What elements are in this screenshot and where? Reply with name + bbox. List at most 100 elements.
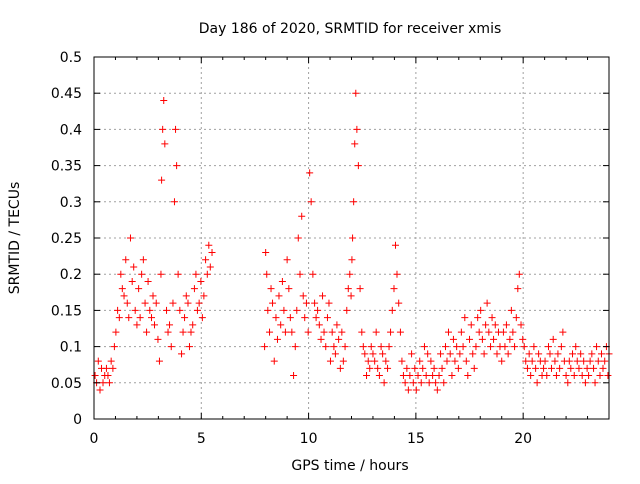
data-point (301, 314, 309, 322)
data-point (302, 299, 310, 307)
data-point (197, 277, 205, 285)
data-point (366, 364, 374, 372)
data-point (163, 306, 171, 314)
y-tick-label: 0.35 (51, 159, 82, 175)
y-tick-label: 0.15 (51, 303, 82, 319)
data-point (189, 321, 197, 329)
data-point (151, 321, 159, 329)
data-point (330, 343, 338, 351)
data-point (169, 299, 177, 307)
data-point (416, 357, 424, 365)
data-point (464, 372, 472, 380)
data-point (264, 306, 272, 314)
data-point (347, 292, 355, 300)
data-point (280, 306, 288, 314)
x-axis-label: GPS time / hours (291, 458, 408, 474)
data-point (391, 241, 399, 249)
data-point (514, 285, 522, 293)
x-tick-label: 5 (197, 431, 206, 447)
data-point (161, 140, 169, 148)
data-point (205, 241, 213, 249)
data-point (470, 364, 478, 372)
data-point (448, 372, 456, 380)
data-point (601, 357, 609, 365)
data-point (483, 299, 491, 307)
data-point (544, 343, 552, 351)
data-point (109, 364, 117, 372)
data-point (469, 350, 477, 358)
data-point (331, 350, 339, 358)
data-point (395, 299, 403, 307)
data-point (490, 335, 498, 343)
data-point (277, 321, 285, 329)
y-tick-label: 0 (73, 412, 82, 428)
data-point (126, 234, 134, 242)
data-point (325, 299, 333, 307)
data-point (408, 350, 416, 358)
data-point (263, 270, 271, 278)
data-point (351, 140, 359, 148)
data-point (123, 299, 131, 307)
data-point (307, 198, 315, 206)
data-point (509, 328, 517, 336)
data-point (299, 292, 307, 300)
data-point (371, 357, 379, 365)
data-point (485, 328, 493, 336)
data-point (367, 343, 375, 351)
data-point (339, 357, 347, 365)
data-point (520, 343, 528, 351)
x-tick-label: 20 (514, 431, 532, 447)
data-point (380, 379, 388, 387)
data-point (157, 270, 165, 278)
data-point (430, 364, 438, 372)
data-point (358, 328, 366, 336)
data-point (581, 379, 589, 387)
data-point (432, 379, 440, 387)
data-points (91, 89, 613, 394)
data-point (491, 321, 499, 329)
data-point (573, 357, 581, 365)
data-point (406, 372, 414, 380)
data-point (554, 350, 562, 358)
data-point (478, 335, 486, 343)
data-point (549, 335, 557, 343)
data-point (136, 314, 144, 322)
data-point (390, 285, 398, 293)
data-point (182, 292, 190, 300)
data-point (556, 364, 564, 372)
data-point (596, 372, 604, 380)
data-point (583, 364, 591, 372)
data-point (143, 328, 151, 336)
data-point (588, 350, 596, 358)
data-point (567, 364, 575, 372)
data-point (319, 292, 327, 300)
data-point (364, 357, 372, 365)
data-point (192, 270, 200, 278)
data-point (296, 270, 304, 278)
data-point (346, 270, 354, 278)
data-point (304, 328, 312, 336)
data-point (369, 350, 377, 358)
data-point (375, 372, 383, 380)
data-point (417, 379, 425, 387)
data-point (185, 343, 193, 351)
data-point (91, 372, 99, 380)
y-tick-labels: 0 0.05 0.1 0.15 0.2 0.25 0.3 0.35 0.4 0.45 0.5 (51, 50, 82, 428)
data-point (474, 314, 482, 322)
data-point (356, 285, 364, 293)
data-point (200, 292, 208, 300)
data-point (333, 321, 341, 329)
data-point (167, 343, 175, 351)
data-point (419, 364, 427, 372)
data-point (107, 357, 115, 365)
data-point (444, 328, 452, 336)
data-point (294, 234, 302, 242)
data-point (501, 343, 509, 351)
data-point (312, 314, 320, 322)
data-point (148, 314, 156, 322)
data-point (298, 212, 306, 220)
x-tick-label: 15 (407, 431, 425, 447)
data-point (543, 372, 551, 380)
data-point (203, 270, 211, 278)
